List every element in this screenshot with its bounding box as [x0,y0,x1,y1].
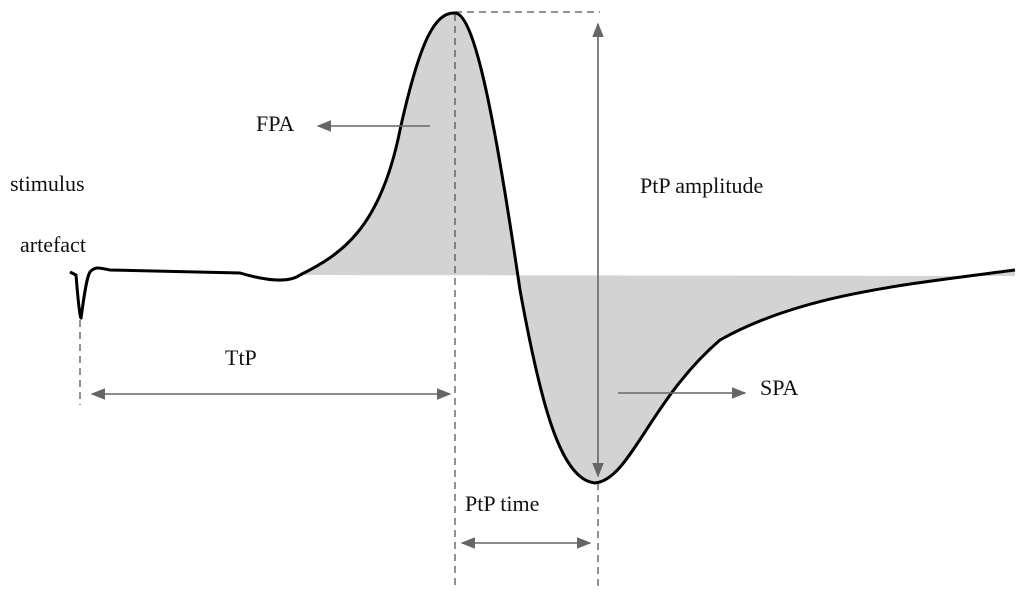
label: PtP time [465,491,539,516]
label: artefact [20,232,86,257]
label: TtP [225,345,257,370]
label: SPA [760,375,798,400]
label: stimulus [10,171,85,196]
label: PtP amplitude [640,173,763,198]
label: FPA [256,111,294,136]
waveform [69,11,1016,485]
shaded-area [300,12,1015,483]
